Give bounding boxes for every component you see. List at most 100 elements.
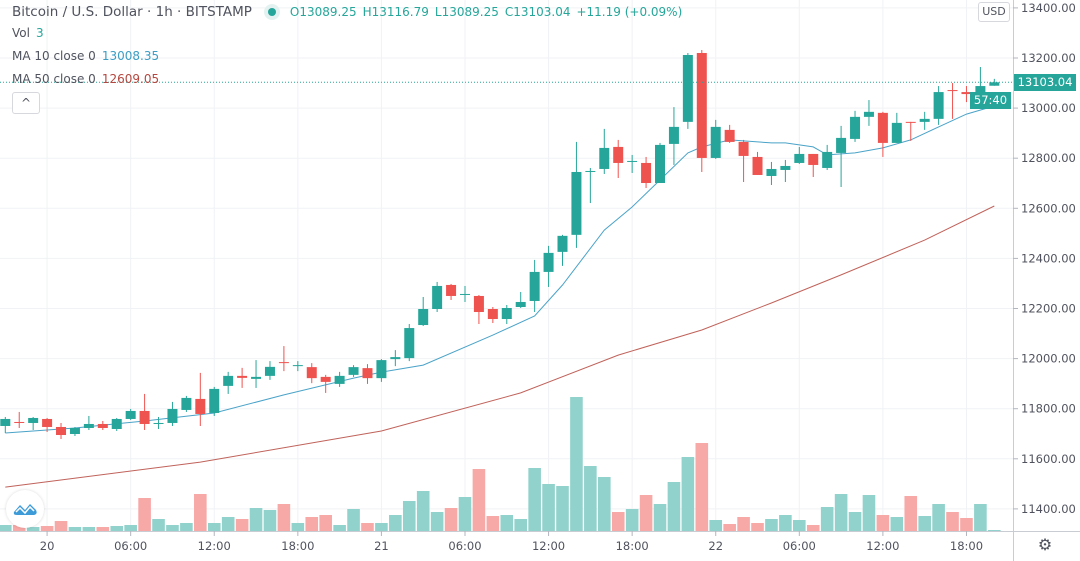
candle-body — [487, 309, 498, 320]
candle — [362, 364, 373, 384]
time-tick-label: 22 — [708, 539, 723, 553]
tradingview-cloud-icon[interactable] — [6, 490, 44, 528]
candle — [989, 78, 1000, 86]
candle — [56, 422, 67, 440]
volume-bar — [639, 495, 653, 531]
volume-bar — [207, 523, 221, 531]
candle — [376, 359, 387, 382]
candle-body — [195, 398, 206, 414]
candle — [348, 365, 359, 377]
price-tick-label: 12800.00 — [1021, 151, 1076, 165]
candle — [752, 151, 763, 175]
volume-bar — [890, 517, 904, 531]
volume-bar — [124, 525, 137, 531]
candle-body — [682, 54, 693, 122]
currency-button[interactable]: USD — [978, 2, 1010, 22]
candle-body — [571, 171, 582, 235]
ma50-legend[interactable]: MA 50 close 0 12609.05 — [12, 72, 165, 86]
candle-body — [278, 362, 289, 364]
candle — [28, 416, 39, 430]
candle-body — [543, 252, 554, 272]
candle — [850, 110, 861, 142]
candle — [418, 296, 429, 327]
volume-bar — [597, 477, 611, 531]
collapse-legend-button[interactable]: ^ — [12, 92, 40, 114]
volume-bar — [110, 526, 124, 531]
volume-bar — [472, 469, 486, 531]
candle-body — [515, 301, 526, 307]
candle — [209, 386, 220, 416]
candle-body — [125, 410, 136, 419]
candle-body — [794, 153, 805, 163]
candle — [195, 372, 206, 426]
candle — [0, 416, 11, 433]
volume-bar — [180, 523, 193, 531]
candle-body — [933, 92, 944, 119]
volume-bar — [152, 519, 165, 531]
volume-bar — [277, 504, 291, 531]
candle-body — [111, 418, 122, 429]
volume-bar — [361, 523, 374, 531]
candle — [139, 393, 150, 430]
candle-body — [808, 153, 819, 165]
candle — [83, 415, 94, 430]
candle — [696, 49, 707, 172]
volume-bar — [514, 519, 528, 531]
candle-body — [752, 156, 763, 175]
volume-bar — [263, 510, 277, 531]
candle-body — [696, 52, 707, 158]
candle — [432, 281, 443, 313]
time-tick-label: 20 — [40, 539, 55, 553]
candle — [738, 139, 749, 182]
volume-bar — [486, 516, 500, 531]
candle-body — [404, 328, 415, 359]
candle — [446, 283, 457, 300]
candle-body — [738, 141, 749, 156]
volume-bar — [500, 515, 514, 531]
candle-body — [822, 151, 833, 168]
candle — [125, 408, 136, 420]
time-tick-label: 21 — [374, 539, 389, 553]
bar-countdown-label: 57:40 — [970, 92, 1011, 109]
volume-legend[interactable]: Vol 3 — [12, 26, 50, 40]
candle — [14, 411, 25, 428]
candle — [487, 306, 498, 324]
candle-body — [905, 121, 916, 123]
volume-bar — [416, 491, 430, 531]
candle-body — [961, 92, 972, 95]
volume-bar — [68, 527, 82, 531]
time-tick-label: 06:00 — [783, 539, 816, 553]
price-tick-label: 12600.00 — [1021, 201, 1076, 215]
candle — [599, 128, 610, 174]
ohlc-high: H13116.79 — [362, 5, 429, 19]
volume-value: 3 — [35, 26, 44, 40]
candle — [919, 111, 930, 130]
ma10-legend[interactable]: MA 10 close 0 13008.35 — [12, 49, 165, 63]
candle — [515, 291, 526, 308]
candle — [794, 146, 805, 164]
symbol-title[interactable]: Bitcoin / U.S. Dollar · 1h · BITSTAMP — [12, 4, 252, 20]
volume-bar — [988, 530, 1001, 531]
price-axis[interactable]: 13400.00 13200.00 13000.00 12800.00 12600.00… — [1013, 1, 1076, 516]
volume-bar — [444, 508, 458, 531]
volume-bar — [0, 525, 12, 531]
time-axis[interactable]: 20 06:00 12:00 18:00 21 06:00 12:00 18:00 22 06:0… — [40, 531, 983, 553]
candle — [320, 374, 331, 393]
volume-bar — [40, 526, 54, 531]
price-tick-label: 13000.00 — [1021, 101, 1076, 115]
volume-bars — [0, 397, 1001, 531]
candle-body — [989, 82, 1000, 86]
volume-bar — [333, 525, 346, 531]
gear-icon[interactable]: ⚙ — [1037, 535, 1053, 554]
ohlc-open: O13089.25 — [289, 5, 357, 19]
volume-bar — [26, 527, 40, 531]
volume-bar — [389, 515, 402, 531]
volume-bar — [779, 515, 792, 531]
candle — [627, 154, 638, 173]
candle-body — [418, 309, 429, 326]
candles — [0, 49, 1000, 440]
price-tick-label: 13200.00 — [1021, 51, 1076, 65]
candle — [334, 371, 345, 387]
candle-body — [446, 284, 457, 296]
